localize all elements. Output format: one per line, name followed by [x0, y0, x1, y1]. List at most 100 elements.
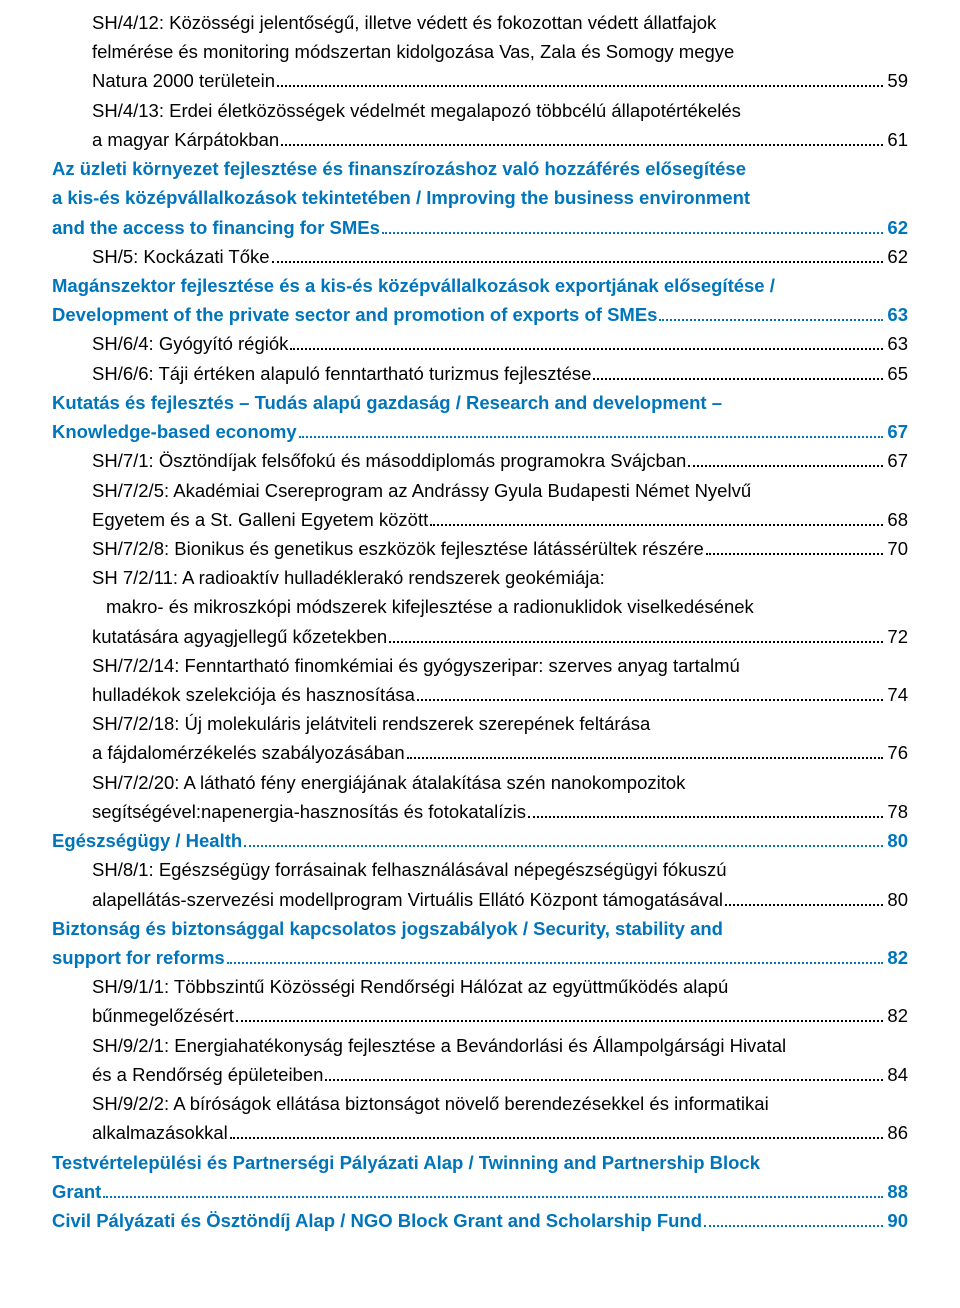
- toc-entry-text: a fájdalomérzékelés szabályozásában: [92, 738, 405, 767]
- toc-page-number: 82: [885, 943, 908, 972]
- toc-page-number: 82: [885, 1001, 908, 1030]
- toc-entry-line: alapellátás-szervezési modellprogram Vir…: [52, 885, 908, 914]
- toc-entry-text: bűnmegelőzésért: [92, 1001, 234, 1030]
- toc-entry-text: Az üzleti környezet fejlesztése és finan…: [52, 154, 746, 183]
- toc-entry-text: SH/6/6: Táji értéken alapuló fenntarthat…: [92, 359, 591, 388]
- toc-entry-text: Grant: [52, 1177, 101, 1206]
- toc-leader-dots: [230, 1121, 884, 1140]
- toc-entry-line: SH/8/1: Egészségügy forrásainak felhaszn…: [52, 855, 908, 884]
- toc-entry-line: és a Rendőrség épületeiben 84: [52, 1060, 908, 1089]
- toc-entry-text: hulladékok szelekciója és hasznosítása: [92, 680, 415, 709]
- toc-entry-text: és a Rendőrség épületeiben: [92, 1060, 323, 1089]
- toc-entry-text: Testvértelepülési és Partnerségi Pályáza…: [52, 1148, 760, 1177]
- toc-page-number: 78: [885, 797, 908, 826]
- toc-leader-dots: [272, 244, 884, 263]
- toc-entry-line: SH/5: Kockázati Tőke 62: [52, 242, 908, 271]
- toc-page-number: 65: [885, 359, 908, 388]
- toc-entry-text: a kis-és középvállalkozások tekintetében…: [52, 183, 750, 212]
- toc-entry-text: and the access to financing for SMEs: [52, 213, 380, 242]
- toc-entry-line: SH/7/2/14: Fenntartható finomkémiai és g…: [52, 651, 908, 680]
- toc-page-number: 90: [885, 1206, 908, 1235]
- toc-entry-line: a fájdalomérzékelés szabályozásában 76: [52, 738, 908, 767]
- toc-entry-line: SH/7/2/8: Bionikus és genetikus eszközök…: [52, 534, 908, 563]
- toc-page-number: 70: [885, 534, 908, 563]
- toc-entry-text: felmérése és monitoring módszertan kidol…: [92, 37, 734, 66]
- toc-entry-line: Egészségügy / Health 80: [52, 826, 908, 855]
- toc-entry-line: and the access to financing for SMEs 62: [52, 213, 908, 242]
- toc-entry-line: hulladékok szelekciója és hasznosítása 74: [52, 680, 908, 709]
- toc-page-number: 61: [885, 125, 908, 154]
- toc-leader-dots: [688, 449, 883, 468]
- toc-page-number: 59: [885, 66, 908, 95]
- toc-entry-line: SH/7/2/20: A látható fény energiájának á…: [52, 768, 908, 797]
- toc-entry-line: segítségével:napenergia-hasznosítás és f…: [52, 797, 908, 826]
- toc-leader-dots: [430, 507, 883, 526]
- toc-entry-text: SH/9/1/1: Többszintű Közösségi Rendőrség…: [92, 972, 728, 1001]
- toc-entry-text: SH/7/2/20: A látható fény energiájának á…: [92, 768, 685, 797]
- toc-entry-line: SH/9/1/1: Többszintű Közösségi Rendőrség…: [52, 972, 908, 1001]
- toc-entry-text: SH/6/4: Gyógyító régiók: [92, 329, 288, 358]
- toc-entry-line: SH/9/2/1: Energiahatékonyság fejlesztése…: [52, 1031, 908, 1060]
- toc-page-number: 84: [885, 1060, 908, 1089]
- toc-entry-line: Kutatás és fejlesztés – Tudás alapú gazd…: [52, 388, 908, 417]
- toc-entry-text: Natura 2000 területein: [92, 66, 275, 95]
- toc-entry-text: SH 7/2/11: A radioaktív hulladéklerakó r…: [92, 563, 605, 592]
- toc-entry-text: kutatására agyagjellegű kőzetekben: [92, 622, 387, 651]
- toc-entry-line: SH/7/1: Ösztöndíjak felsőfokú és másoddi…: [52, 446, 908, 475]
- toc-leader-dots: [382, 215, 883, 234]
- toc-entry-text: SH/7/2/18: Új molekuláris jelátviteli re…: [92, 709, 650, 738]
- toc-entry-text: Egészségügy / Health: [52, 826, 242, 855]
- toc-entry-line: Egyetem és a St. Galleni Egyetem között6…: [52, 505, 908, 534]
- toc-entry-text: SH/4/12: Közösségi jelentőségű, illetve …: [92, 8, 716, 37]
- toc-entry-line: SH/4/12: Közösségi jelentőségű, illetve …: [52, 8, 908, 37]
- toc-leader-dots: [407, 741, 884, 760]
- toc-page-number: 72: [885, 622, 908, 651]
- toc-entry-line: SH/6/6: Táji értéken alapuló fenntarthat…: [52, 359, 908, 388]
- toc-entry-line: SH 7/2/11: A radioaktív hulladéklerakó r…: [52, 563, 908, 592]
- toc-entry-line: SH/7/2/18: Új molekuláris jelátviteli re…: [52, 709, 908, 738]
- toc-leader-dots: [704, 1208, 883, 1227]
- toc-page-number: 63: [885, 329, 908, 358]
- toc-leader-dots: [528, 799, 883, 818]
- toc-leader-dots: [281, 127, 883, 146]
- toc-entry-line: Civil Pályázati és Ösztöndíj Alap / NGO …: [52, 1206, 908, 1235]
- toc-page-number: 62: [885, 242, 908, 271]
- toc-entry-text: segítségével:napenergia-hasznosítás és f…: [92, 797, 526, 826]
- toc-entry-line: SH/4/13: Erdei életközösségek védelmét m…: [52, 96, 908, 125]
- toc-entry-line: a magyar Kárpátokban 61: [52, 125, 908, 154]
- toc-entry-line: kutatására agyagjellegű kőzetekben 72: [52, 622, 908, 651]
- toc-entry-text: SH/9/2/1: Energiahatékonyság fejlesztése…: [92, 1031, 786, 1060]
- toc-entry-line: SH/9/2/2: A bíróságok ellátása biztonság…: [52, 1089, 908, 1118]
- toc-leader-dots: [277, 69, 883, 88]
- toc-leader-dots: [417, 682, 884, 701]
- toc-entry-text: alapellátás-szervezési modellprogram Vir…: [92, 885, 723, 914]
- toc-leader-dots: [725, 887, 883, 906]
- toc-entry-text: Biztonság és biztonsággal kapcsolatos jo…: [52, 914, 723, 943]
- toc-page-number: 80: [885, 826, 908, 855]
- toc-leader-dots: [389, 624, 883, 643]
- toc-entry-line: Magánszektor fejlesztése és a kis-és köz…: [52, 271, 908, 300]
- toc-entry-line: Knowledge-based economy67: [52, 417, 908, 446]
- toc-entry-text: SH/7/1: Ösztöndíjak felsőfokú és másoddi…: [92, 446, 686, 475]
- toc-entry-text: SH/5: Kockázati Tőke: [92, 242, 270, 271]
- toc-entry-line: alkalmazásokkal86: [52, 1118, 908, 1147]
- toc-leader-dots: [236, 1004, 884, 1023]
- toc-entry-line: Development of the private sector and pr…: [52, 300, 908, 329]
- toc-entry-line: a kis-és középvállalkozások tekintetében…: [52, 183, 908, 212]
- toc-leader-dots: [103, 1179, 883, 1198]
- toc-entry-text: support for reforms: [52, 943, 225, 972]
- toc-entry-line: Az üzleti környezet fejlesztése és finan…: [52, 154, 908, 183]
- toc-entry-text: a magyar Kárpátokban: [92, 125, 279, 154]
- toc-page-number: 76: [885, 738, 908, 767]
- toc-entry-text: Knowledge-based economy: [52, 417, 297, 446]
- toc-entry-line: Testvértelepülési és Partnerségi Pályáza…: [52, 1148, 908, 1177]
- toc-entry-text: makro- és mikroszkópi módszerek kifejles…: [106, 592, 754, 621]
- toc-leader-dots: [659, 303, 883, 322]
- toc-page-number: 74: [885, 680, 908, 709]
- toc-page-number: 62: [885, 213, 908, 242]
- toc-entry-text: SH/9/2/2: A bíróságok ellátása biztonság…: [92, 1089, 769, 1118]
- toc-entry-line: bűnmegelőzésért 82: [52, 1001, 908, 1030]
- toc-entry-line: makro- és mikroszkópi módszerek kifejles…: [52, 592, 908, 621]
- toc-page-number: 88: [885, 1177, 908, 1206]
- toc-leader-dots: [290, 332, 883, 351]
